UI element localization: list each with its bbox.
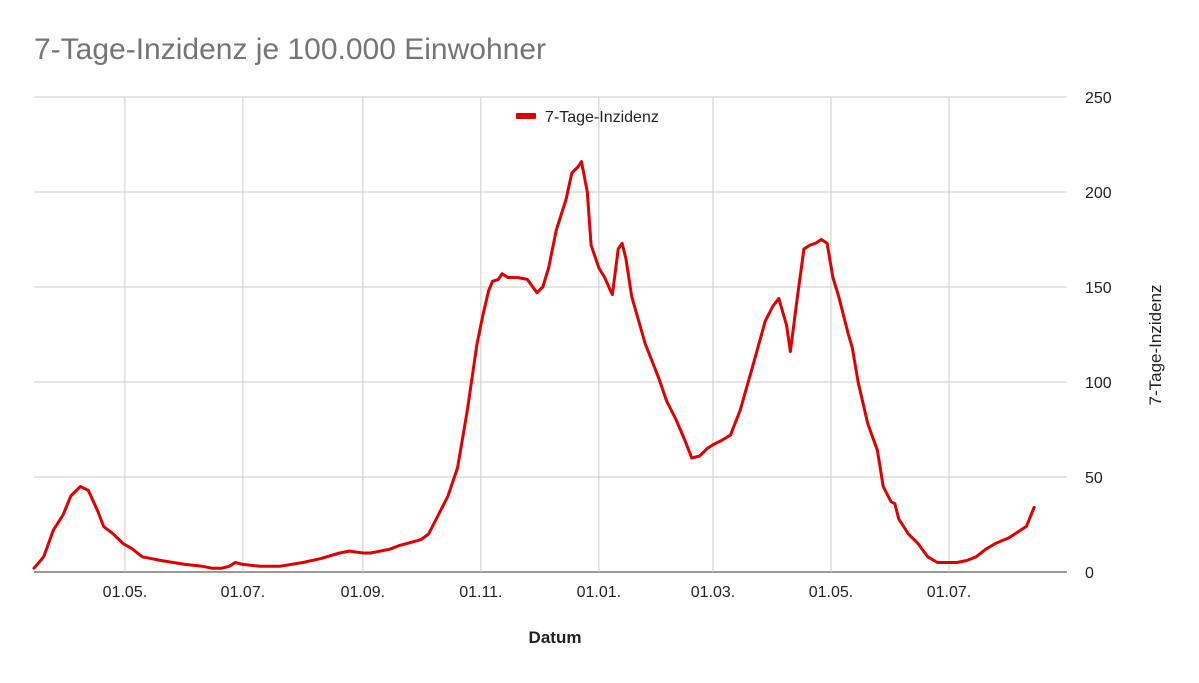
y-tick-label: 100 (1085, 375, 1112, 392)
x-tick-label: 01.01. (577, 584, 621, 601)
grid (34, 96, 1067, 573)
legend: 7-Tage-Inzidenz (516, 109, 659, 126)
y-tick-label: 0 (1085, 565, 1094, 582)
y-tick-label: 50 (1085, 470, 1103, 487)
series-line (32, 160, 1036, 570)
y-axis-ticks: 0 50 100 150 200 250 (1085, 90, 1112, 582)
y-tick-label: 150 (1085, 280, 1112, 297)
series-layer (32, 160, 1036, 570)
x-tick-label: 01.11. (459, 584, 502, 601)
x-axis-label: Datum (529, 628, 582, 647)
x-tick-label: 01.07. (221, 584, 265, 601)
y-tick-label: 250 (1085, 90, 1112, 107)
legend-swatch (516, 113, 536, 119)
y-axis-label: 7-Tage-Inzidenz (1146, 285, 1165, 406)
x-tick-label: 01.05. (809, 584, 853, 601)
x-tick-label: 01.09. (341, 584, 385, 601)
legend-label: 7-Tage-Inzidenz (545, 109, 659, 126)
x-tick-label: 01.03. (691, 584, 735, 601)
x-tick-label: 01.05. (103, 584, 147, 601)
chart-title: 7-Tage-Inzidenz je 100.000 Einwohner (34, 33, 546, 66)
x-tick-label: 01.07. (927, 584, 971, 601)
x-axis-ticks: 01.05. 01.07. 01.09. 01.11. 01.01. 01.03. 01.0… (103, 584, 972, 601)
y-tick-label: 200 (1085, 185, 1112, 202)
